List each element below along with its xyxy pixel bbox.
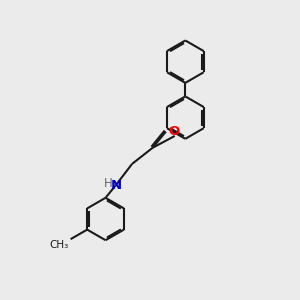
Text: N: N (110, 178, 122, 192)
Text: CH₃: CH₃ (49, 240, 68, 250)
Text: O: O (168, 125, 179, 138)
Text: H: H (103, 177, 112, 190)
